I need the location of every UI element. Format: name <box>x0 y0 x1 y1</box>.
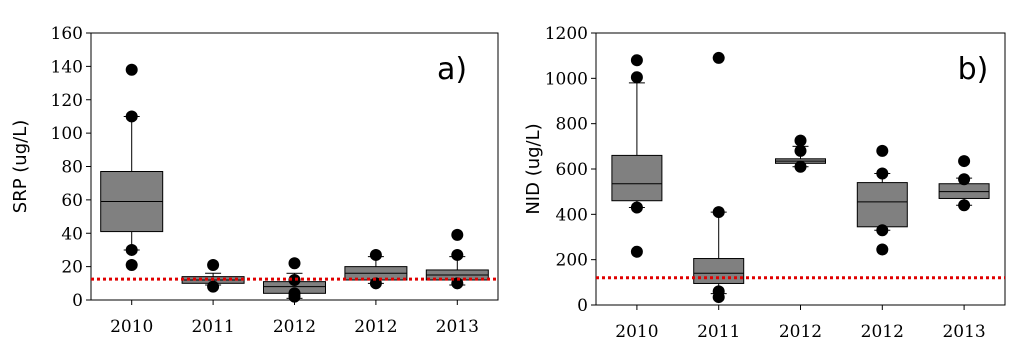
box-2 <box>263 257 326 303</box>
iqr-box <box>693 258 745 284</box>
outlier-point <box>451 228 464 241</box>
iqr-box <box>856 182 908 228</box>
y-axis-label: SRP (ug/L) <box>10 120 31 213</box>
outlier-point <box>630 245 643 258</box>
outlier-point <box>630 54 643 67</box>
box-1 <box>181 258 245 293</box>
outlier-point <box>958 173 971 186</box>
x-tick-label: 2012 <box>861 322 904 338</box>
outlier-point <box>876 243 889 256</box>
y-tick-label: 140 <box>51 57 83 77</box>
box-2 <box>775 134 826 173</box>
outlier-point <box>794 144 807 157</box>
outlier-point <box>207 258 220 271</box>
outlier-point <box>630 201 643 214</box>
outlier-point <box>288 273 301 286</box>
outlier-point <box>451 248 464 261</box>
box-0 <box>611 54 663 258</box>
outlier-point <box>958 155 971 168</box>
outlier-point <box>630 71 643 84</box>
y-tick-label: 160 <box>51 24 83 44</box>
x-tick-label: 2012 <box>354 317 397 337</box>
outlier-point <box>207 280 220 293</box>
outlier-point <box>369 248 382 261</box>
outlier-point <box>288 257 301 270</box>
y-tick-label: 0 <box>72 291 83 311</box>
x-tick-label: 2011 <box>697 322 740 338</box>
outlier-point <box>125 63 138 76</box>
panel-a-srp: 0 20 40 60 80 100 120 140 160 2010 2011 2012 2012 201… <box>10 24 499 337</box>
y-tick-label: 40 <box>61 224 83 244</box>
x-tick-label: 2012 <box>779 322 822 338</box>
y-tick-label: 1000 <box>545 69 588 89</box>
box-3 <box>344 248 408 290</box>
y-tick-label: 100 <box>51 124 83 144</box>
box-4 <box>938 155 990 212</box>
outlier-point <box>125 243 138 256</box>
outlier-point <box>876 167 889 180</box>
y-tick-label: 600 <box>556 160 588 180</box>
outlier-point <box>876 144 889 157</box>
y-tick-label: 0 <box>577 296 588 316</box>
outlier-point <box>712 206 725 219</box>
outlier-point <box>288 290 301 303</box>
y-tick-label: 60 <box>61 191 83 211</box>
panel-b-nid: 0 200 400 600 800 1000 1200 2010 2011 2012 2012 201… <box>523 24 1006 338</box>
y-tick-label: 80 <box>61 158 83 178</box>
y-tick-label: 400 <box>556 205 588 225</box>
box-1 <box>693 51 745 304</box>
iqr-box <box>938 183 990 199</box>
y-tick-label: 200 <box>556 251 588 271</box>
outlier-point <box>712 51 725 64</box>
outlier-point <box>369 277 382 290</box>
outlier-point <box>958 199 971 212</box>
x-tick-label: 2010 <box>615 322 658 338</box>
x-tick-label: 2013 <box>942 322 985 338</box>
outlier-point <box>794 160 807 173</box>
x-tick-label: 2013 <box>436 317 479 337</box>
outlier-point <box>125 110 138 123</box>
panel-label: b) <box>958 52 989 87</box>
outlier-point <box>794 134 807 147</box>
iqr-box <box>611 154 663 202</box>
y-tick-label: 1200 <box>545 24 588 44</box>
outlier-point <box>712 291 725 304</box>
box-0 <box>100 63 164 271</box>
y-tick-label: 20 <box>61 258 83 278</box>
x-tick-label: 2010 <box>110 317 153 337</box>
outlier-point <box>876 224 889 237</box>
panel-label: a) <box>437 52 467 87</box>
y-tick-label: 120 <box>51 91 83 111</box>
y-tick-label: 800 <box>556 115 588 135</box>
x-tick-label: 2011 <box>191 317 234 337</box>
outlier-point <box>451 277 464 290</box>
y-axis-label: NID (ug/L) <box>523 123 544 214</box>
x-tick-label: 2012 <box>273 317 316 337</box>
outlier-point <box>125 258 138 271</box>
box-3 <box>856 144 908 256</box>
